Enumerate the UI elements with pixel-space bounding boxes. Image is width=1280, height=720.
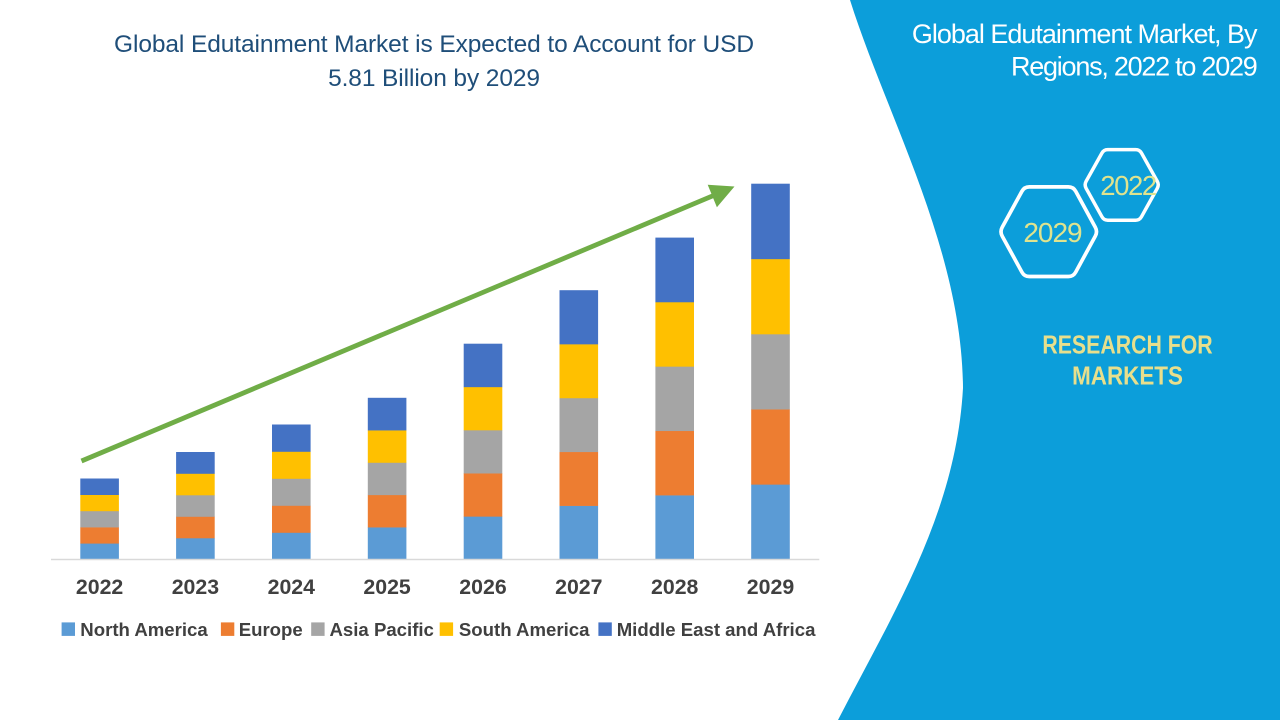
svg-text:North America: North America <box>80 619 208 640</box>
svg-text:2029: 2029 <box>1023 217 1082 248</box>
svg-text:2022: 2022 <box>1100 170 1156 201</box>
svg-text:2026: 2026 <box>459 575 507 599</box>
svg-text:Global Edutainment Market, By: Global Edutainment Market, By <box>912 19 1258 49</box>
svg-text:2024: 2024 <box>268 575 316 599</box>
svg-text:2025: 2025 <box>363 575 411 599</box>
svg-text:2028: 2028 <box>651 575 699 599</box>
svg-text:2029: 2029 <box>747 575 795 599</box>
svg-text:2023: 2023 <box>172 575 220 599</box>
svg-text:5.81 Billion by 2029: 5.81 Billion by 2029 <box>328 65 540 92</box>
svg-text:South America: South America <box>459 619 590 640</box>
svg-text:Regions, 2022 to 2029: Regions, 2022 to 2029 <box>1011 52 1257 82</box>
svg-text:RESEARCH FOR: RESEARCH FOR <box>1042 331 1212 359</box>
svg-text:2022: 2022 <box>76 575 123 599</box>
svg-text:2027: 2027 <box>555 575 602 599</box>
svg-text:Europe: Europe <box>239 619 303 640</box>
svg-text:Global Edutainment Market is E: Global Edutainment Market is Expected to… <box>114 31 754 58</box>
svg-text:Asia Pacific: Asia Pacific <box>330 619 434 640</box>
svg-text:MARKETS: MARKETS <box>1072 362 1183 391</box>
svg-text:Middle East and Africa: Middle East and Africa <box>617 619 816 640</box>
